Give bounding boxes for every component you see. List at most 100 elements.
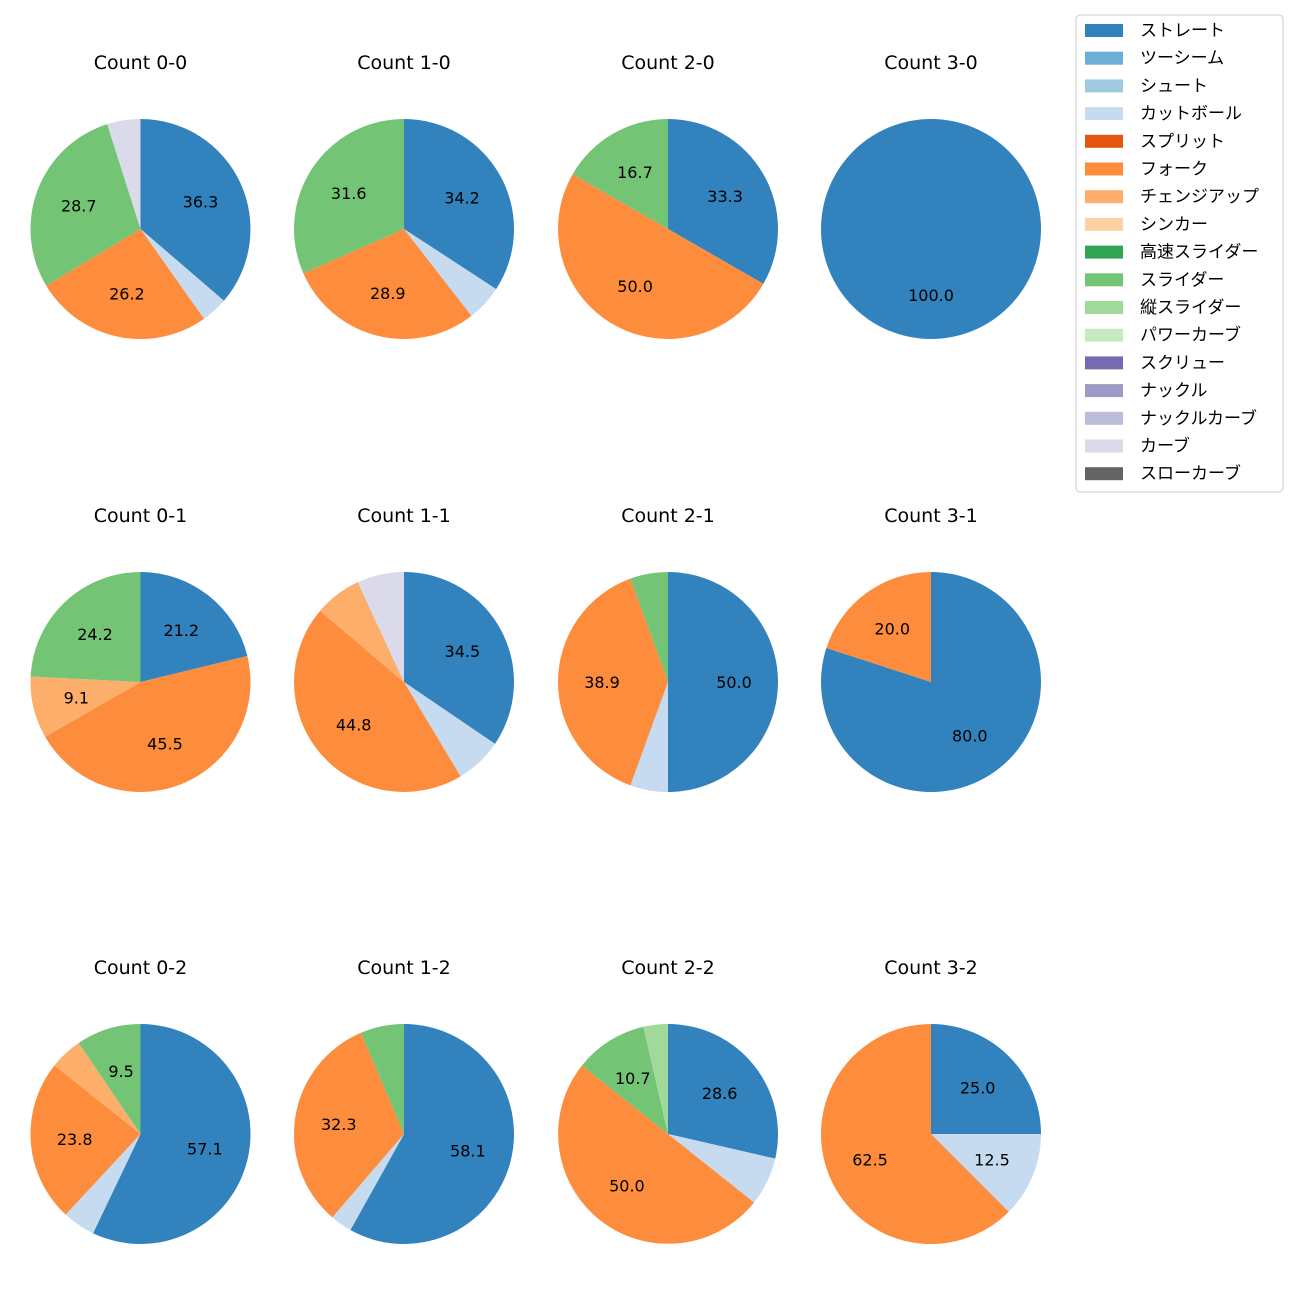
pie-title: Count 2-2 xyxy=(621,957,715,979)
pie-slice-label: 23.8 xyxy=(57,1130,93,1149)
pie-slice-label: 36.3 xyxy=(183,192,219,211)
pie-slice-ストレート xyxy=(820,572,1041,792)
legend-label: カットボール xyxy=(1140,104,1242,124)
pie-slice-ストレート xyxy=(140,119,251,301)
pie-title: Count 1-2 xyxy=(357,957,451,979)
legend-item: チェンジアップ xyxy=(1085,187,1259,207)
legend: ストレートツーシームシュートカットボールスプリットフォークチェンジアップシンカー… xyxy=(1075,14,1284,493)
pie-title: Count 1-0 xyxy=(357,52,451,74)
pie-slice-label: 58.1 xyxy=(450,1142,486,1161)
pie-title: Count 0-2 xyxy=(94,957,188,979)
pie-slice-スライダー xyxy=(30,124,141,286)
pie-slice-カーブ xyxy=(357,572,404,682)
pie-slice-label: 33.3 xyxy=(707,187,743,206)
legend-swatch xyxy=(1085,411,1123,425)
pie-slice-label: 50.0 xyxy=(609,1177,645,1196)
pie-slice-カットボール xyxy=(668,1134,776,1203)
legend-label: スプリット xyxy=(1140,132,1225,152)
pie-slice-フォーク xyxy=(303,229,472,340)
pie-slice-スライダー xyxy=(30,572,141,682)
pie-slice-フォーク xyxy=(557,578,668,786)
legend-label: チェンジアップ xyxy=(1140,187,1259,207)
pie-slice-label: 10.7 xyxy=(615,1069,651,1088)
legend-label: パワーカーブ xyxy=(1140,325,1241,346)
pie-slice-label: 12.5 xyxy=(974,1150,1010,1169)
legend-item: パワーカーブ xyxy=(1085,325,1241,346)
legend-label: カーブ xyxy=(1140,436,1190,457)
pie-slice-label: 9.5 xyxy=(108,1062,133,1081)
pie-slice-スライダー xyxy=(78,1024,141,1134)
pie-slice-label: 38.9 xyxy=(584,673,620,692)
pie-title: Count 3-2 xyxy=(884,957,978,979)
legend-swatch xyxy=(1085,190,1123,204)
pie-slice-フォーク xyxy=(30,1065,141,1215)
legend-label: ストレート xyxy=(1140,21,1225,41)
legend-item: ナックル xyxy=(1085,381,1208,401)
charts-layer: Count 0-0 36.3 26.2 28.7 Count 1-0 34.2 28.9 31… xyxy=(30,52,1041,1244)
pie-count-1-2: Count 1-2 58.1 32.3 xyxy=(293,957,514,1244)
pie-count-0-2: Count 0-2 57.1 23.8 9.5 xyxy=(30,957,251,1244)
pie-slice-スライダー xyxy=(630,572,668,682)
pie-slice-カットボール xyxy=(140,229,224,319)
pie-slice-カットボール xyxy=(65,1134,141,1234)
legend-item: スプリット xyxy=(1085,132,1225,152)
legend-item: ストレート xyxy=(1085,21,1225,41)
legend-item: フォーク xyxy=(1085,160,1208,180)
legend-item: カーブ xyxy=(1085,436,1190,457)
legend-label: ナックルカーブ xyxy=(1140,408,1257,429)
legend-label: シンカー xyxy=(1140,215,1208,235)
legend-swatch xyxy=(1085,273,1123,287)
legend-label: ナックル xyxy=(1140,381,1208,401)
pie-title: Count 3-1 xyxy=(884,505,978,527)
legend-swatch xyxy=(1085,439,1123,453)
pie-slice-フォーク xyxy=(820,1023,1009,1244)
legend-label: ツーシーム xyxy=(1140,49,1224,69)
legend-label: スクリュー xyxy=(1140,353,1225,373)
pie-slice-label: 100.0 xyxy=(908,286,954,305)
legend-label: 高速スライダー xyxy=(1140,243,1258,263)
pie-slice-ストレート xyxy=(668,572,778,792)
pie-slice-label: 20.0 xyxy=(874,620,910,639)
pie-slice-label: 44.8 xyxy=(336,716,372,735)
pie-slice-チェンジアップ xyxy=(30,676,141,737)
pie-count-2-0: Count 2-0 33.3 50.0 16.7 xyxy=(558,52,779,339)
legend-swatch xyxy=(1085,24,1123,37)
pie-count-3-1: Count 3-1 80.0 20.0 xyxy=(820,505,1041,792)
pie-slice-label: 32.3 xyxy=(321,1115,357,1134)
legend-item: 縦スライダー xyxy=(1085,298,1241,318)
pie-count-3-2: Count 3-2 25.0 12.5 62.5 xyxy=(820,957,1041,1244)
pie-count-3-0: Count 3-0 100.0 xyxy=(821,52,1041,339)
pie-slice-スライダー xyxy=(293,119,404,274)
pie-slice-label: 50.0 xyxy=(716,673,752,692)
pie-title: Count 2-1 xyxy=(621,505,715,527)
pie-slice-label: 21.2 xyxy=(163,621,199,640)
pie-slice-label: 57.1 xyxy=(187,1140,223,1159)
legend-item: カットボール xyxy=(1085,104,1242,124)
legend-swatch xyxy=(1085,107,1123,121)
pie-title: Count 2-0 xyxy=(621,52,715,74)
pie-title: Count 0-1 xyxy=(94,505,188,527)
pie-slice-カットボール xyxy=(332,1134,404,1231)
legend-swatch xyxy=(1085,79,1123,93)
pie-title: Count 1-1 xyxy=(357,505,451,527)
legend-label: シュート xyxy=(1140,76,1208,96)
legend-swatch xyxy=(1085,134,1123,148)
pie-count-2-1: Count 2-1 50.0 38.9 xyxy=(557,505,778,792)
pie-title: Count 3-0 xyxy=(884,52,978,74)
pie-slice-ストレート xyxy=(931,1024,1041,1134)
pie-count-1-1: Count 1-1 34.5 44.8 xyxy=(293,505,515,793)
pie-slice-label: 62.5 xyxy=(852,1150,888,1169)
pie-slice-カットボール xyxy=(630,682,668,792)
pie-slice-ストレート xyxy=(404,572,515,744)
pie-slice-ストレート xyxy=(821,119,1041,339)
legend-swatch xyxy=(1085,51,1123,65)
pie-slice-label: 28.9 xyxy=(370,284,406,303)
legend-item: シュート xyxy=(1085,76,1208,96)
pie-slice-カットボール xyxy=(404,682,495,777)
pie-slice-label: 24.2 xyxy=(77,625,113,644)
pie-slice-label: 26.2 xyxy=(109,285,145,304)
pie-slice-label: 80.0 xyxy=(952,726,988,745)
legend-swatch xyxy=(1085,356,1123,370)
pie-slice-スライダー xyxy=(572,119,668,229)
